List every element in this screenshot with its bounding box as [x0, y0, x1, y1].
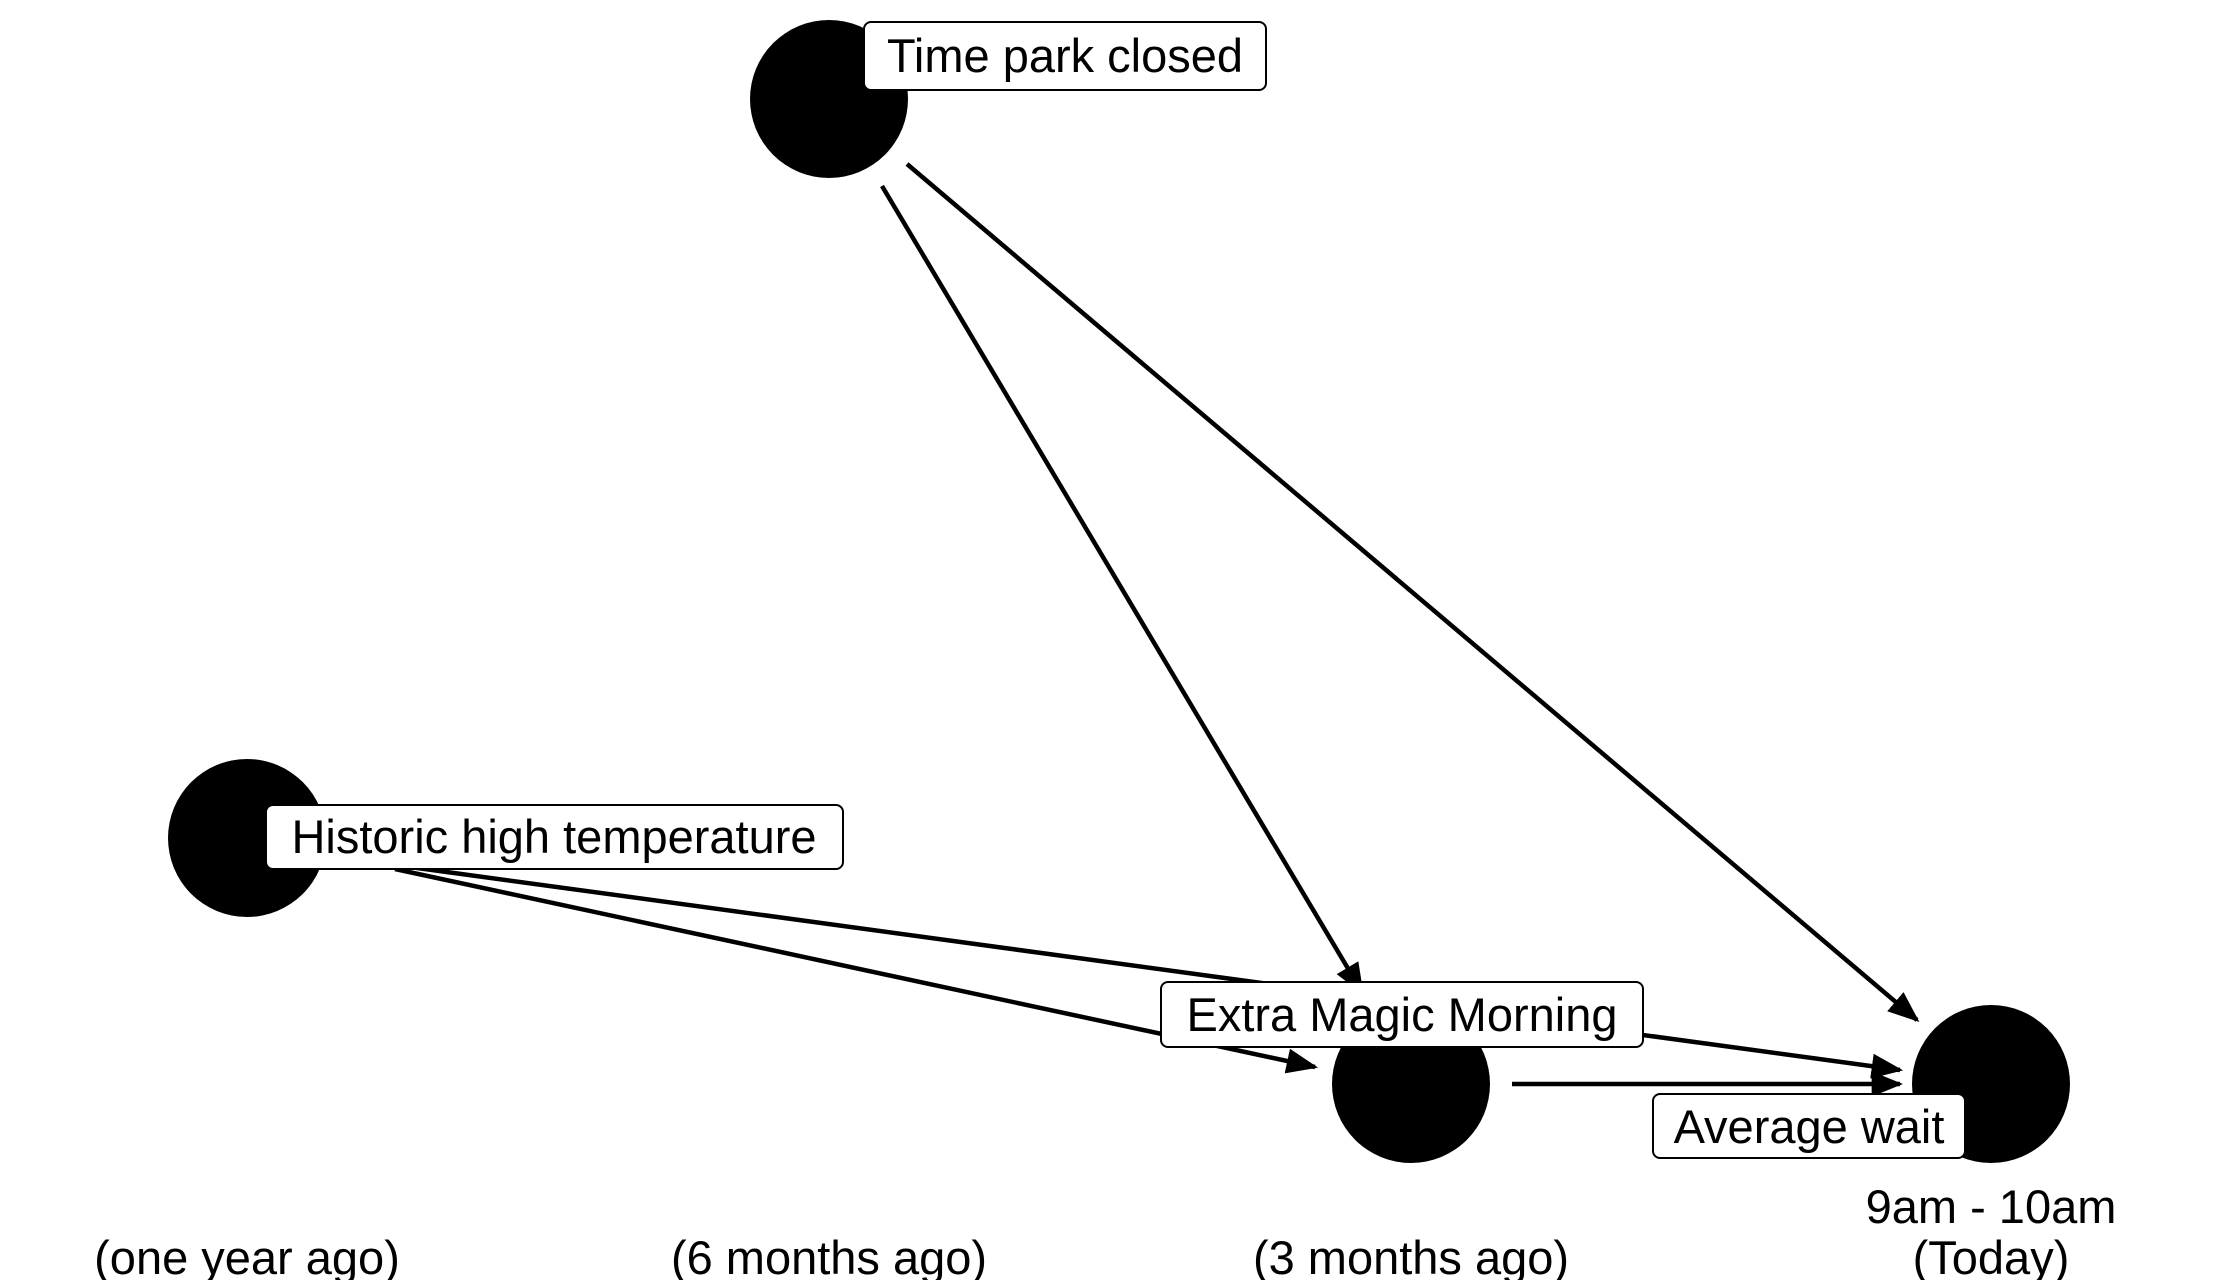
node-label-text: Time park closed — [887, 29, 1243, 82]
node-label-text: Historic high temperature — [291, 810, 816, 863]
time-label-today-hours: 9am - 10am — [1866, 1180, 2117, 1233]
nodes — [168, 20, 2070, 1163]
node-label-time-park-closed: Time park closed — [863, 21, 1267, 91]
edge-park-closed-to-average-wait — [905, 162, 1920, 1023]
node-historic-high-temperature — [168, 759, 326, 917]
node-label-historic-high-temperature: Historic high temperature — [265, 804, 844, 870]
node-labels: Time park closed Historic high temperatu… — [265, 21, 1966, 1159]
time-label-one-year-ago: (one year ago) — [94, 1231, 400, 1280]
node-label-extra-magic-morning: Extra Magic Morning — [1160, 981, 1644, 1048]
time-axis-labels: (one year ago) (6 months ago) (3 months … — [94, 1180, 2116, 1280]
node-label-text: Extra Magic Morning — [1187, 988, 1618, 1041]
time-label-today: (Today) — [1913, 1231, 2070, 1280]
time-label-6-months-ago: (6 months ago) — [671, 1231, 987, 1280]
time-label-3-months-ago: (3 months ago) — [1253, 1231, 1569, 1280]
edge-temperature-to-average-wait — [409, 864, 1904, 1079]
node-label-text: Average wait — [1674, 1100, 1945, 1153]
edges — [394, 162, 1920, 1097]
node-label-average-wait: Average wait — [1652, 1093, 1966, 1159]
edge-park-closed-to-extra-magic-morning — [880, 184, 1364, 995]
